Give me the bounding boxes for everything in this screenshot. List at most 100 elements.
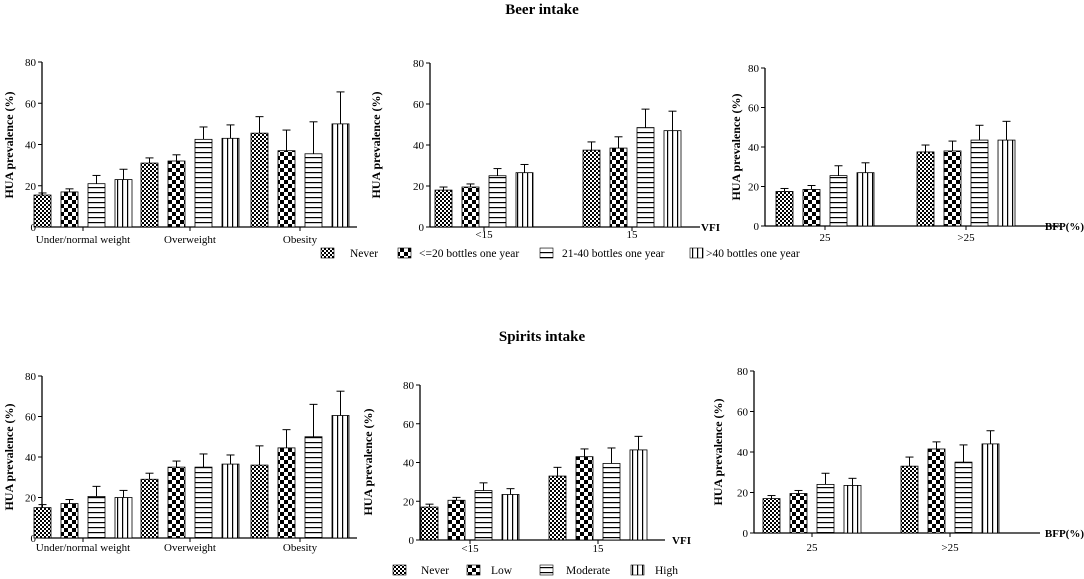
bar — [194, 466, 213, 539]
spirits-intake-title: Spirits intake — [499, 329, 586, 345]
bar — [916, 151, 935, 227]
y-tick-label: 80 — [748, 63, 760, 75]
y-tick-label: 0 — [31, 222, 37, 234]
x-tick-label: 15 — [627, 229, 639, 241]
x-tick-label: <15 — [475, 229, 493, 241]
bar — [167, 466, 186, 539]
bar — [331, 415, 350, 539]
y-tick-label: 20 — [25, 181, 37, 193]
legend-label-moderate: Moderate — [566, 565, 610, 577]
legend-label-21-40: 21-40 bottles one year — [562, 248, 665, 260]
bar — [981, 443, 1000, 534]
legend-label-never: Never — [350, 248, 378, 260]
bar — [602, 463, 621, 541]
spirits-legend: Never Low Moderate High — [392, 564, 678, 577]
bar — [802, 189, 821, 227]
bar — [420, 506, 439, 541]
bar — [488, 175, 507, 228]
bar — [140, 162, 159, 228]
y-tick-label: 20 — [413, 181, 425, 193]
x-axis-label: BFP(%) — [1045, 221, 1084, 233]
bar — [856, 172, 875, 227]
beer-legend: Never <=20 bottles one year 21-40 bottle… — [320, 247, 800, 260]
bar — [829, 175, 848, 227]
bar — [843, 485, 862, 534]
x-tick-label: Obesity — [283, 542, 318, 554]
y-tick-label: 60 — [737, 407, 749, 419]
y-tick-label: 20 — [403, 496, 415, 508]
bar — [221, 463, 240, 539]
legend-swatch-low — [466, 564, 481, 576]
y-tick-label: 20 — [737, 488, 749, 500]
bar — [609, 147, 628, 228]
y-tick-label: 0 — [754, 221, 760, 233]
x-tick-label: Under/normal weight — [36, 542, 130, 554]
bar — [970, 139, 989, 227]
y-tick-label: 60 — [403, 419, 415, 431]
y-tick-label: 40 — [748, 142, 760, 154]
y-tick-label: 80 — [403, 380, 415, 392]
legend-swatch-high — [630, 564, 645, 576]
y-tick-label: 0 — [743, 528, 749, 540]
legend-swatch-21-40 — [539, 247, 554, 259]
beer-by-vfi-chart: 0 20 40 60 80 HUA prevalence (%) VFI <15 15 — [369, 58, 720, 241]
bar — [304, 153, 323, 228]
y-axis-label: HUA prevalence (%) — [369, 91, 383, 198]
legend-swatch-le20 — [397, 247, 412, 259]
beer-by-weight-chart: 0 20 40 60 80 HUA prevalence (%) Under/normal … — [2, 57, 357, 246]
legend-swatch-gt40 — [689, 247, 704, 259]
y-tick-label: 80 — [413, 58, 425, 70]
y-tick-label: 40 — [403, 458, 415, 470]
x-tick-label: Overweight — [164, 234, 216, 246]
bar — [60, 503, 79, 539]
bar — [87, 183, 106, 228]
y-tick-label: 40 — [737, 447, 749, 459]
legend-swatch-never — [392, 564, 407, 576]
x-axis-label: VFI — [672, 535, 691, 547]
spirits-by-weight-chart: 0 20 40 60 80 HUA prevalence (%) Under/normal … — [2, 371, 357, 554]
legend-swatch-never — [320, 247, 335, 259]
bar — [474, 490, 493, 541]
legend-label-high: High — [655, 565, 678, 577]
x-axis-label: BFP(%) — [1045, 528, 1084, 540]
bar — [87, 496, 106, 539]
bar — [250, 132, 269, 228]
spirits-by-vfi-chart: 0 20 40 60 80 HUA prevalence (%) VFI <15 15 — [361, 380, 691, 555]
bar — [663, 130, 682, 228]
y-tick-label: 40 — [25, 140, 37, 152]
bar — [167, 160, 186, 228]
legend-swatch-moderate — [539, 564, 554, 576]
x-tick-label: 25 — [807, 542, 819, 554]
legend-label-never: Never — [421, 565, 449, 577]
bar — [277, 447, 296, 539]
y-tick-label: 0 — [419, 222, 425, 234]
bar — [548, 475, 567, 541]
x-tick-label: Under/normal weight — [36, 234, 130, 246]
bar — [33, 507, 52, 539]
bar — [114, 497, 133, 539]
bar — [816, 483, 835, 534]
bar — [501, 494, 520, 541]
y-tick-label: 0 — [409, 535, 415, 547]
x-tick-label: <15 — [461, 543, 479, 555]
beer-by-bfp-chart: 0 20 40 60 80 HUA prevalence (%) BFP(%) 25 >25 — [729, 63, 1084, 244]
y-axis-label: HUA prevalence (%) — [361, 408, 375, 515]
y-tick-label: 0 — [31, 533, 37, 545]
legend-label-low: Low — [491, 565, 513, 577]
bar — [140, 478, 159, 539]
y-axis-label: HUA prevalence (%) — [2, 403, 16, 510]
bar — [194, 138, 213, 228]
y-tick-label: 40 — [413, 140, 425, 152]
bar — [250, 464, 269, 539]
bar — [277, 150, 296, 228]
x-tick-label: 25 — [820, 232, 832, 244]
bar — [762, 498, 781, 534]
y-tick-label: 80 — [737, 366, 749, 378]
x-tick-label: >25 — [957, 232, 975, 244]
bar — [789, 493, 808, 534]
y-axis-label: HUA prevalence (%) — [711, 398, 725, 505]
x-axis-label: VFI — [701, 222, 720, 234]
bar — [461, 186, 480, 228]
bar — [927, 448, 946, 534]
